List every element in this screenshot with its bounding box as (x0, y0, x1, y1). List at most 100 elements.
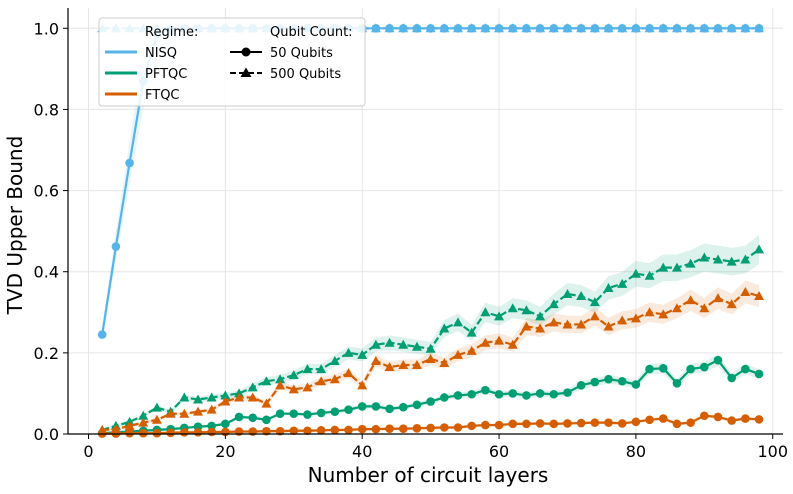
nisq-500-point (685, 23, 696, 33)
ftqc-50-point (631, 417, 641, 427)
legend-qubit-title: Qubit Count: (270, 25, 353, 40)
pftqc-50-point (713, 355, 723, 365)
pftqc-500-point (302, 364, 313, 374)
ftqc-50-point (440, 423, 449, 432)
ftqc-50-point (494, 420, 504, 430)
ftqc-50-point (508, 419, 518, 429)
pftqc-50-point (275, 409, 285, 419)
pftqc-500-point (726, 256, 737, 266)
nisq-500-point (370, 23, 381, 33)
pftqc-50-point (385, 404, 394, 414)
ftqc-500-point (699, 303, 710, 313)
ftqc-500-point (398, 360, 409, 370)
pftqc-50-point (357, 402, 367, 411)
ftqc-50-point (522, 419, 531, 429)
nisq-500-point (589, 23, 600, 33)
ftqc-500-point (685, 295, 696, 305)
ftqc-50-point (344, 425, 353, 435)
legend-pftqc-label: PFTQC (145, 67, 187, 82)
ftqc-50-point (398, 424, 408, 434)
pftqc-50-point (494, 389, 504, 399)
pftqc-500-point (521, 305, 532, 315)
ftqc-500-point (220, 396, 231, 406)
ftqc-50-point (754, 415, 764, 424)
nisq-500-point (644, 23, 655, 33)
ftqc-500-point (193, 406, 203, 416)
pftqc-500-point (507, 303, 518, 313)
pftqc-500-point (713, 254, 723, 264)
pftqc-50-point (754, 369, 764, 379)
pftqc-500-point (644, 270, 655, 280)
nisq-50-point (111, 242, 121, 251)
nisq-500-point (548, 23, 559, 33)
x-axis-label: Number of circuit layers (308, 463, 549, 487)
pftqc-50-point (741, 364, 750, 374)
pftqc-500-point (193, 394, 203, 404)
nisq-500-point (754, 23, 765, 33)
pftqc-500-point (398, 339, 409, 349)
ftqc-500-point (288, 384, 299, 394)
nisq-500-point (562, 23, 573, 33)
ftqc-500-point (97, 424, 108, 434)
pftqc-500-point (699, 252, 710, 262)
ftqc-500-point (589, 311, 600, 321)
ftqc-50-point (713, 412, 723, 422)
pftqc-500-point (179, 392, 190, 402)
pftqc-500-point (754, 244, 765, 254)
pftqc-50-point (371, 402, 381, 411)
nisq-500-point (494, 23, 505, 33)
pftqc-50-point (631, 380, 641, 389)
nisq-500-point (480, 23, 491, 33)
ftqc-500-point (507, 339, 518, 349)
pftqc-50-point (535, 389, 545, 398)
pftqc-500-point (548, 299, 559, 309)
ftqc-50-point (700, 411, 709, 421)
pftqc-500-point (685, 258, 696, 268)
nisq-500-point (630, 23, 641, 33)
pftqc-500-point (357, 349, 368, 359)
pftqc-500-point (466, 327, 477, 337)
ftqc-50-point (275, 426, 285, 436)
pftqc-50-point (549, 389, 559, 399)
legend-triangle-marker (240, 67, 252, 77)
ftqc-50-point (590, 418, 600, 427)
x-tick-label: 40 (352, 442, 372, 461)
pftqc-500-point (411, 341, 422, 351)
legend-frame (98, 17, 366, 107)
pftqc-500-point (658, 262, 669, 272)
pftqc-500-point (617, 278, 628, 288)
pftqc-50-point (248, 413, 258, 423)
ftqc-500-point (453, 349, 463, 359)
ftqc-500-point (548, 317, 559, 327)
ftqc-500-point (316, 376, 327, 386)
nisq-50-point (125, 158, 134, 168)
legend-ftqc-label: FTQC (145, 88, 180, 103)
ftqc-50-point (316, 426, 326, 435)
x-tick-label: 0 (83, 442, 93, 461)
nisq-500-point (740, 23, 751, 33)
pftqc-500-point (425, 343, 436, 353)
pftqc-500-point (384, 337, 395, 347)
pftqc-500-point (589, 297, 600, 307)
x-tick-label: 20 (215, 442, 235, 461)
nisq-500-point (576, 23, 587, 33)
ftqc-500-point (343, 368, 354, 378)
nisq-500-point (439, 23, 450, 33)
nisq-500-point (617, 23, 628, 33)
ftqc-500-point (411, 360, 422, 370)
pftqc-50-point (412, 400, 422, 410)
y-tick-label: 0.2 (34, 344, 59, 363)
pftqc-500-point (138, 410, 149, 420)
ftqc-500-point (439, 358, 450, 367)
pftqc-50-point (727, 373, 736, 383)
ftqc-50-point (426, 423, 435, 433)
ftqc-50-point (357, 424, 367, 434)
ftqc-500-point (302, 382, 313, 392)
pftqc-50-point (207, 421, 216, 431)
ftqc-500-point (206, 404, 217, 414)
pftqc-50-point (508, 389, 518, 398)
ftqc-500-point (425, 353, 436, 363)
pftqc-50-point (262, 415, 271, 425)
legend-circle-marker (241, 47, 251, 57)
pftqc-50-point (303, 410, 312, 419)
